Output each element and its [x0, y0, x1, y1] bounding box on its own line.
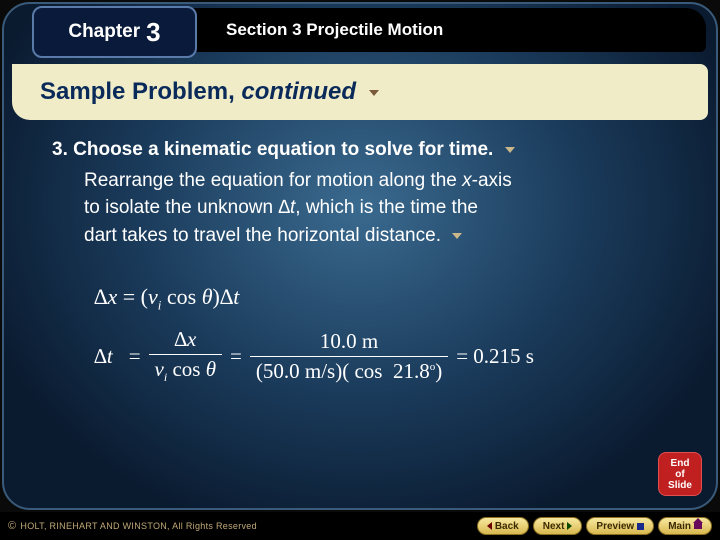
delta-t-var: ∆t	[278, 197, 295, 218]
preview-label: Preview	[596, 521, 634, 532]
copyright: © HOLT, RINEHART AND WINSTON, All Rights…	[8, 520, 477, 532]
chapter-tab: Chapter 3	[32, 6, 197, 58]
chevron-down-icon	[369, 90, 379, 96]
chevron-down-icon	[505, 147, 515, 153]
preview-button[interactable]: Preview	[586, 517, 654, 535]
main-button[interactable]: Main	[658, 517, 712, 535]
chevron-down-icon	[452, 233, 462, 239]
eq2-frac1: ∆x vi cos θ	[149, 327, 223, 385]
section-label: Section 3 Projectile Motion	[226, 20, 443, 40]
copyright-icon: ©	[8, 520, 16, 532]
home-icon	[694, 523, 702, 529]
equations: ∆x = (vi cos θ)∆t ∆t = ∆x vi cos θ = 10.…	[94, 284, 656, 386]
end-slide-text: EndofSlide	[668, 458, 692, 491]
arrow-left-icon	[487, 522, 492, 530]
body-text: , which is the time the	[295, 197, 478, 218]
title-plain: Sample Problem,	[40, 78, 241, 105]
back-label: Back	[495, 521, 519, 532]
step-heading-text: . Choose a kinematic equation to solve f…	[63, 139, 494, 160]
x-axis-var: x	[462, 170, 472, 191]
end-of-slide-badge: EndofSlide	[658, 452, 702, 496]
square-icon	[637, 523, 644, 530]
next-button[interactable]: Next	[533, 517, 583, 535]
equation-2: ∆t = ∆x vi cos θ = 10.0 m (50.0 m/s)( co…	[94, 327, 656, 385]
body-text: to isolate the unknown	[84, 197, 278, 218]
section-bar: Section 3 Projectile Motion	[184, 8, 706, 52]
title-band: Sample Problem, continued	[12, 64, 708, 120]
equation-1: ∆x = (vi cos θ)∆t	[94, 284, 656, 313]
body-text: dart takes to travel the horizontal dist…	[84, 225, 441, 246]
header: Chapter 3 Section 3 Projectile Motion	[4, 4, 716, 64]
nav-buttons: Back Next Preview Main	[477, 517, 712, 535]
eq2-frac2: 10.0 m (50.0 m/s)( cos 21.8o)	[250, 329, 448, 384]
footer: © HOLT, RINEHART AND WINSTON, All Rights…	[0, 512, 720, 540]
step-body: Rearrange the equation for motion along …	[84, 167, 674, 250]
step-heading: 3. Choose a kinematic equation to solve …	[52, 136, 674, 165]
eq2-result: = 0.215 s	[456, 344, 534, 369]
step-number: 3	[52, 139, 63, 160]
eq2-lhs: ∆t	[94, 344, 113, 369]
slide-title: Sample Problem, continued	[40, 78, 379, 106]
slide: Chapter 3 Section 3 Projectile Motion Sa…	[2, 2, 718, 510]
body: 3. Choose a kinematic equation to solve …	[52, 136, 674, 249]
back-button[interactable]: Back	[477, 517, 529, 535]
main-label: Main	[668, 521, 691, 532]
arrow-right-icon	[567, 522, 572, 530]
chapter-number: 3	[146, 17, 160, 48]
next-label: Next	[543, 521, 565, 532]
chapter-word: Chapter	[68, 21, 140, 43]
copyright-text: HOLT, RINEHART AND WINSTON, All Rights R…	[20, 521, 257, 531]
body-text: -axis	[472, 170, 512, 191]
title-italic: continued	[241, 78, 356, 105]
body-text: Rearrange the equation for motion along …	[84, 170, 462, 191]
